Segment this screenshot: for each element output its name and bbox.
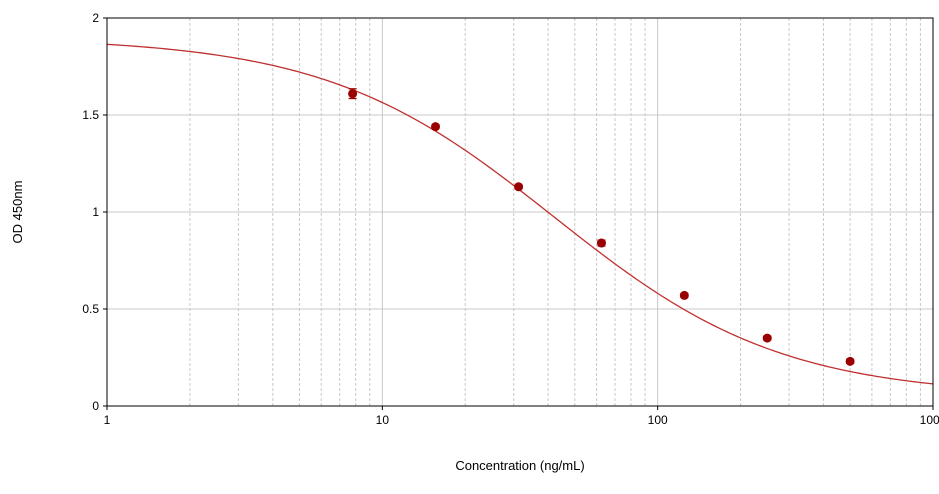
y-tick-label: 0 — [92, 399, 99, 413]
data-point-marker — [348, 89, 358, 99]
data-point — [348, 88, 358, 100]
data-point — [596, 238, 606, 248]
y-tick-label: 1 — [92, 205, 99, 219]
y-axis-label: OD 450nm — [10, 181, 25, 244]
fit-curve-layer — [106, 43, 934, 385]
data-point-marker — [431, 122, 441, 132]
data-point — [762, 333, 772, 343]
data-point — [431, 122, 441, 132]
x-tick-label: 10 — [376, 413, 390, 427]
y-tick-label: 0.5 — [82, 302, 99, 316]
x-axis-label: Concentration (ng/mL) — [455, 458, 584, 473]
data-point — [679, 290, 689, 300]
data-point-marker — [679, 290, 689, 300]
data-point-marker — [514, 182, 524, 192]
y-tick-label: 2 — [92, 11, 99, 25]
data-point-marker — [845, 356, 855, 366]
x-tick-label: 100 — [648, 413, 668, 427]
data-point — [514, 182, 524, 192]
x-tick-label: 1 — [104, 413, 111, 427]
data-point-marker — [596, 238, 606, 248]
fit-curve-line — [106, 43, 934, 385]
data-point-marker — [762, 333, 772, 343]
data-point — [845, 356, 855, 366]
grid-lines — [107, 18, 933, 406]
y-tick-label: 1.5 — [82, 108, 99, 122]
data-points-layer — [348, 88, 855, 366]
